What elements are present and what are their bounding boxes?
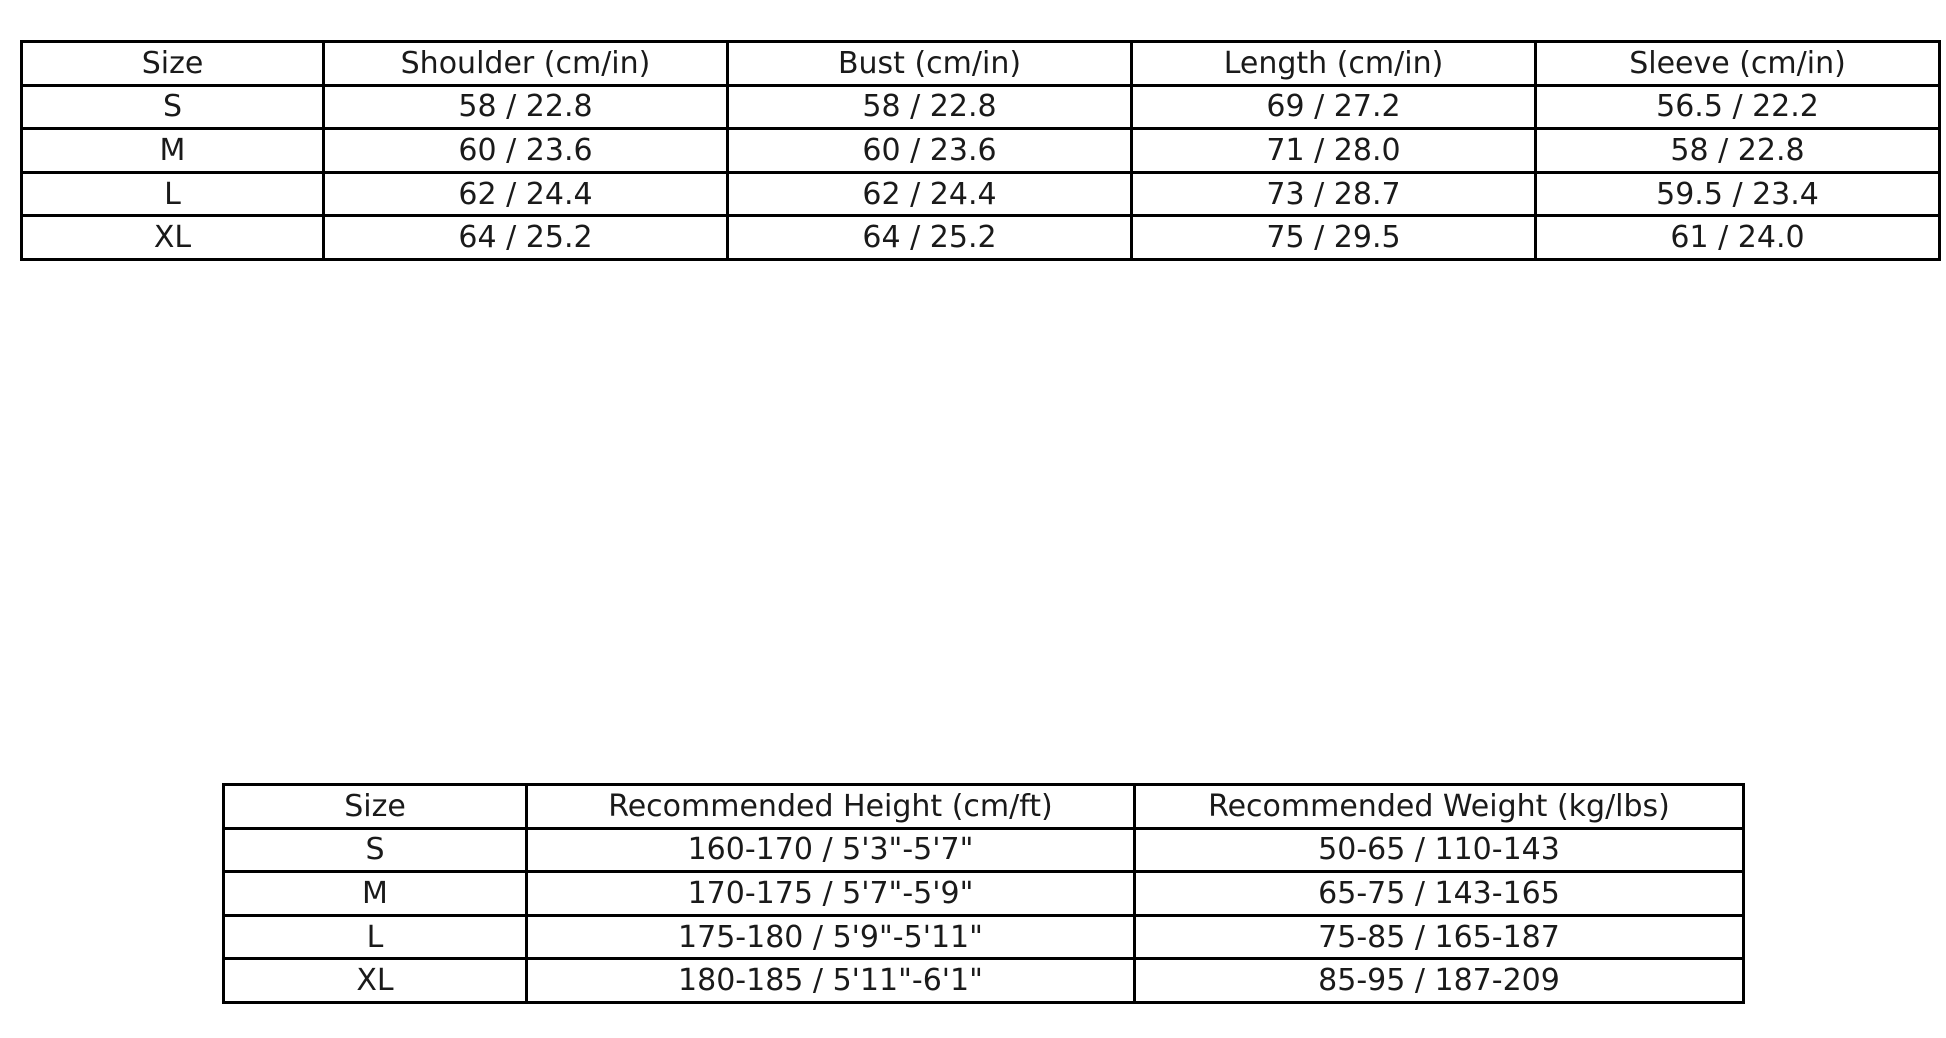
table-cell: 73 / 28.7	[1130, 170, 1537, 218]
size-recommendations-table: Size Recommended Height (cm/ft) Recommende…	[222, 783, 1745, 1004]
table-cell: M	[20, 127, 325, 174]
table-cell: 175-180 / 5'9"-5'11"	[525, 913, 1136, 961]
table-cell: L	[222, 913, 528, 961]
table-cell: 69 / 27.2	[1130, 83, 1537, 131]
table-header-row: Size Recommended Height (cm/ft) Recommende…	[222, 783, 1745, 830]
garment-measurements-table: Size Shoulder (cm/in) Bust (cm/in) Length (…	[20, 40, 1941, 261]
table-row: XL 180-185 / 5'11"-6'1" 85-95 / 187-209	[222, 957, 1745, 1004]
table-row: M 60 / 23.6 60 / 23.6 71 / 28.0 58 / 22.8	[20, 127, 1941, 174]
table-cell: 60 / 23.6	[726, 127, 1133, 174]
table-cell: 160-170 / 5'3"-5'7"	[525, 826, 1136, 874]
table-cell: XL	[20, 214, 325, 261]
table-cell: XL	[222, 957, 528, 1004]
table-cell: 62 / 24.4	[726, 170, 1133, 218]
table-cell: M	[222, 870, 528, 917]
table-header-cell: Bust (cm/in)	[726, 40, 1133, 87]
table-row: XL 64 / 25.2 64 / 25.2 75 / 29.5 61 / 24.0	[20, 214, 1941, 261]
table-cell: 50-65 / 110-143	[1133, 826, 1745, 874]
table-cell: 71 / 28.0	[1130, 127, 1537, 174]
table-cell: 75 / 29.5	[1130, 214, 1537, 261]
table-header-cell: Length (cm/in)	[1130, 40, 1537, 87]
table-cell: 64 / 25.2	[322, 214, 729, 261]
table-row: L 62 / 24.4 62 / 24.4 73 / 28.7 59.5 / 23.4	[20, 170, 1941, 218]
table-header-cell: Sleeve (cm/in)	[1534, 40, 1941, 87]
table-cell: 85-95 / 187-209	[1133, 957, 1745, 1004]
table-cell: 56.5 / 22.2	[1534, 83, 1941, 131]
table-cell: 64 / 25.2	[726, 214, 1133, 261]
table-header-cell: Size	[20, 40, 325, 87]
table-header-cell: Shoulder (cm/in)	[322, 40, 729, 87]
table-cell: 61 / 24.0	[1534, 214, 1941, 261]
table-row: M 170-175 / 5'7"-5'9" 65-75 / 143-165	[222, 870, 1745, 917]
table-row: L 175-180 / 5'9"-5'11" 75-85 / 165-187	[222, 913, 1745, 961]
table-cell: S	[222, 826, 528, 874]
table-cell: 58 / 22.8	[726, 83, 1133, 131]
table-cell: 65-75 / 143-165	[1133, 870, 1745, 917]
table-cell: 59.5 / 23.4	[1534, 170, 1941, 218]
table-cell: S	[20, 83, 325, 131]
table-header-cell: Recommended Height (cm/ft)	[525, 783, 1136, 830]
table-cell: 58 / 22.8	[1534, 127, 1941, 174]
table-cell: 180-185 / 5'11"-6'1"	[525, 957, 1136, 1004]
table-header-cell: Recommended Weight (kg/lbs)	[1133, 783, 1745, 830]
table-row: S 160-170 / 5'3"-5'7" 50-65 / 110-143	[222, 826, 1745, 874]
table-cell: 62 / 24.4	[322, 170, 729, 218]
table-row: S 58 / 22.8 58 / 22.8 69 / 27.2 56.5 / 22.2	[20, 83, 1941, 131]
table-cell: 75-85 / 165-187	[1133, 913, 1745, 961]
table-cell: 60 / 23.6	[322, 127, 729, 174]
table-cell: 58 / 22.8	[322, 83, 729, 131]
table-header-cell: Size	[222, 783, 528, 830]
table-cell: L	[20, 170, 325, 218]
table-header-row: Size Shoulder (cm/in) Bust (cm/in) Length (…	[20, 40, 1941, 87]
table-cell: 170-175 / 5'7"-5'9"	[525, 870, 1136, 917]
